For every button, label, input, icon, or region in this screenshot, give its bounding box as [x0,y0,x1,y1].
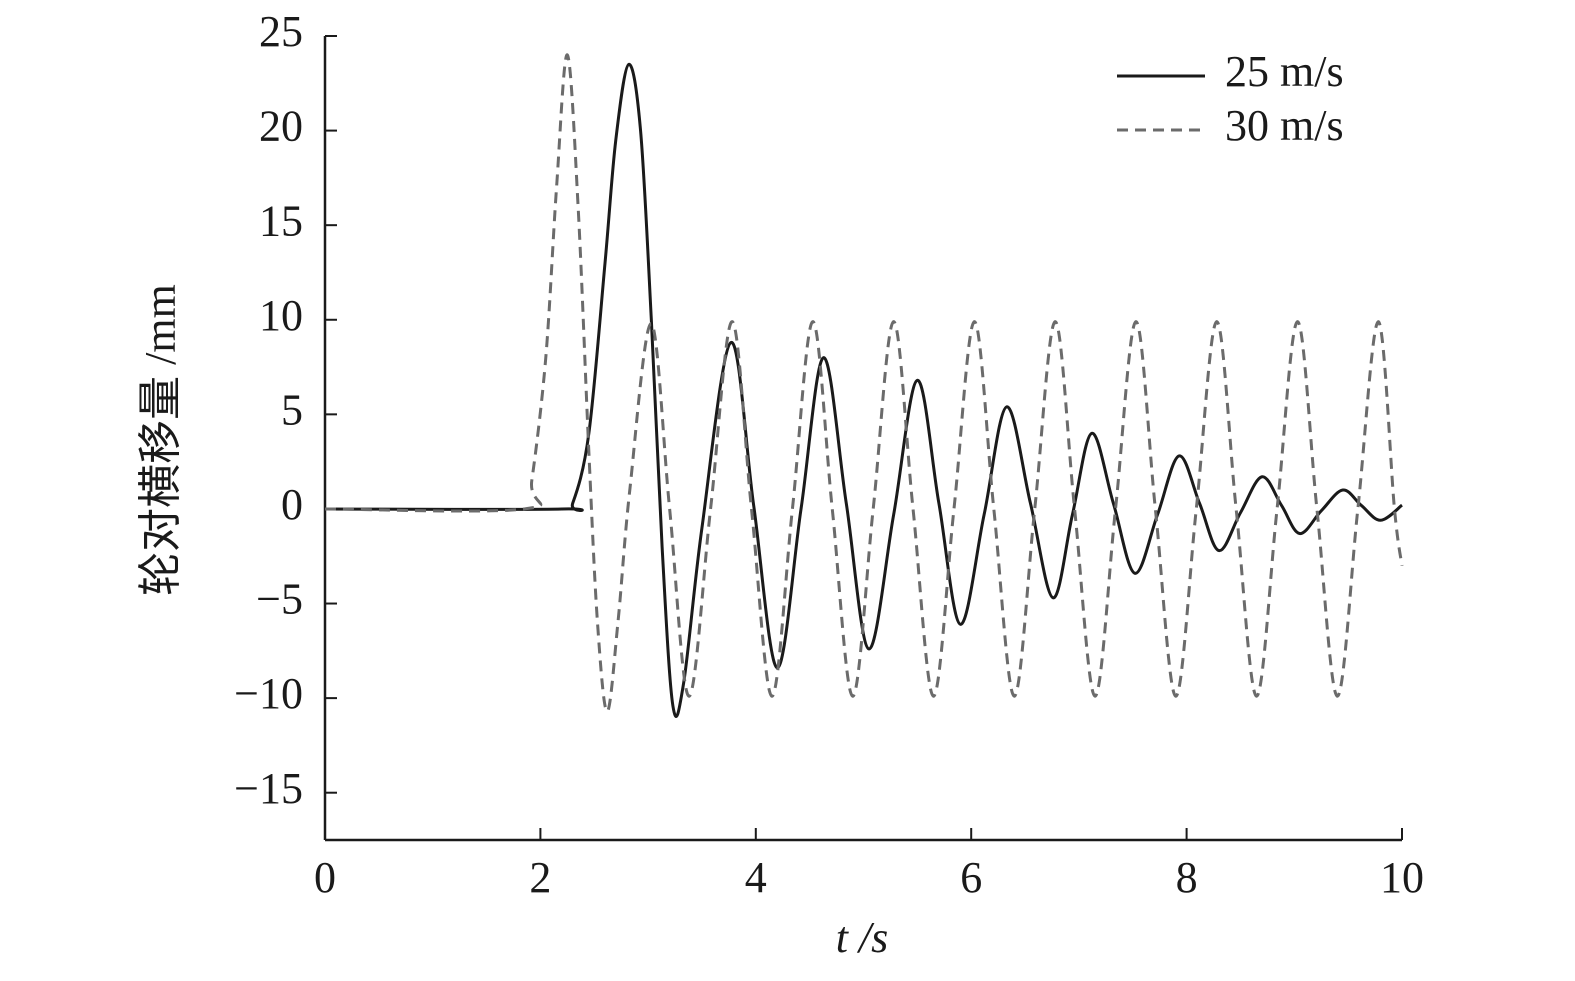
x-tick-label: 2 [529,853,551,902]
x-tick-label: 6 [960,853,982,902]
line-series [324,62,1403,718]
x-tick-label: 10 [1380,853,1424,902]
y-tick-label: −10 [234,669,303,718]
y-tick-label: 5 [281,385,303,434]
y-tick-label: −5 [256,575,303,624]
x-tick-label: 8 [1176,853,1198,902]
legend-label: 30 m/s [1225,101,1344,150]
x-tick-label: 0 [314,853,336,902]
legend-label: 25 m/s [1225,47,1344,96]
y-tick-label: 20 [259,102,303,151]
x-axis-label: t /s [836,913,889,962]
y-tick-label: −15 [234,764,303,813]
y-tick-label: 15 [259,196,303,245]
y-tick-label: 10 [259,291,303,340]
y-tick-label: 25 [259,7,303,56]
y-axis-label: 轮对横移量 /mm [136,284,185,596]
line-series [324,53,1404,713]
x-tick-label: 4 [745,853,767,902]
y-tick-label: 0 [281,480,303,529]
